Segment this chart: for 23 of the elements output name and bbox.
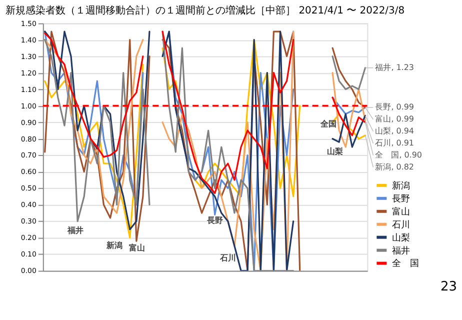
annotation: 福井 <box>66 226 84 236</box>
data-label: 山梨, 0.94 <box>375 126 414 136</box>
legend-label: 石川 <box>392 219 410 230</box>
data-label: 富山, 0.99 <box>375 114 414 124</box>
data-label: 長野, 0.99 <box>375 102 414 112</box>
text: 23 <box>440 280 458 295</box>
annotation: 全国 <box>319 120 336 129</box>
legend-label: 長野 <box>392 193 410 204</box>
annotation: 石川 <box>218 253 236 262</box>
legend-label: 富山 <box>392 206 410 218</box>
annotation: 新潟 <box>105 240 122 250</box>
data-label: 新潟, 0.82 <box>375 162 414 172</box>
annotation: 富山 <box>128 242 145 252</box>
chart-title: 新規感染者数（１週間移動合計）の１週間前との増減比［中部］ 2021/4/1 〜 2022/3/8 <box>6 4 405 16</box>
legend-label: 山梨 <box>392 232 410 244</box>
data-label: 全 国, 0.90 <box>375 150 422 160</box>
annotation: 長野 <box>206 216 223 226</box>
legend-label: 福井 <box>392 245 410 256</box>
data-label: 福井, 1.23 <box>375 62 414 72</box>
legend-label: 新潟 <box>392 180 410 192</box>
legend-label: 全 国 <box>392 258 420 270</box>
data-label: 石川, 0.91 <box>375 138 414 148</box>
annotation: 山梨 <box>326 146 343 156</box>
